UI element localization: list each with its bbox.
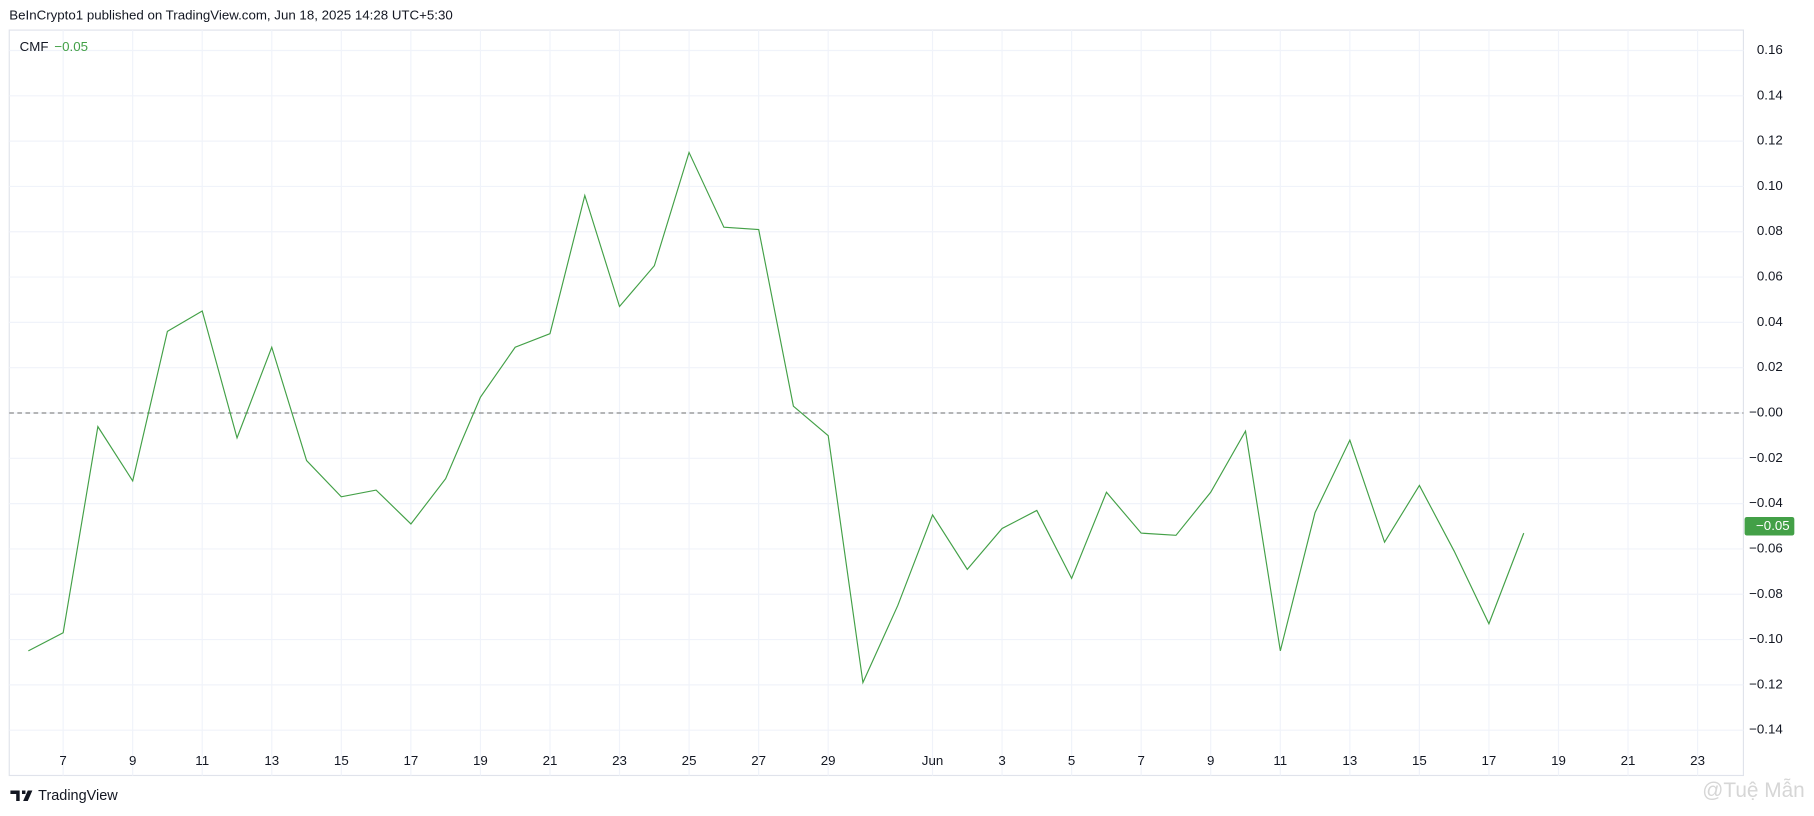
x-tick-label: 9 [1207,753,1214,768]
x-tick-label: 13 [264,753,279,768]
x-tick-label: 23 [612,753,627,768]
x-tick-label: 7 [1137,753,1144,768]
price-tag [1744,517,1795,536]
x-tick-label: 15 [334,753,349,768]
x-tick-label: 15 [1412,753,1427,768]
y-tick-label: 0.08 [1757,223,1783,238]
y-tick-label: −0.04 [1749,495,1783,510]
x-tick-label: 21 [1621,753,1636,768]
x-tick-label: 5 [1068,753,1075,768]
grid [9,30,1744,776]
y-tick-label: 0.12 [1757,133,1783,148]
y-tick-label: −0.10 [1749,631,1783,646]
x-tick-label: 11 [195,753,209,768]
x-tick-label: 17 [1482,753,1497,768]
x-tick-label: 21 [543,753,558,768]
plot-frame [8,29,1745,777]
x-tick-label: 27 [751,753,766,768]
y-tick-label: 0.14 [1757,87,1783,102]
x-tick-label: 7 [59,753,66,768]
y-tick-label: 0.10 [1757,178,1783,193]
x-tick-label: 25 [682,753,697,768]
x-tick-label: 9 [129,753,136,768]
price-tag-label: −0.05 [1756,518,1790,533]
marks [9,150,1744,685]
x-tick-label: 19 [1551,753,1566,768]
x-tick-label: 19 [473,753,488,768]
brand-logo [10,790,33,801]
x-tick-label: 11 [1273,753,1287,768]
y-tick-label: −0.14 [1749,722,1783,737]
x-tick-label: Jun [922,753,943,768]
x-tick-label: 29 [821,753,836,768]
legend-value: −0.05 [54,39,88,54]
labels: −0.14 −0.12 −0.10 −0.08 −0.06 −0.04 −0.02 −0.00… [20,39,1795,768]
y-tick-label: −0.00 [1749,405,1783,420]
header-title: BeInCrypto1 published on TradingView.com… [9,8,453,23]
y-tick-label: −0.08 [1749,586,1783,601]
y-tick-label: 0.04 [1757,314,1783,329]
y-tick-label: 0.16 [1757,42,1783,57]
y-tick-label: −0.12 [1749,676,1783,691]
y-tick-label: 0.02 [1757,359,1783,374]
brand: TradingView [38,788,118,804]
x-tick-label: 17 [403,753,418,768]
cmf-line [28,150,1525,685]
y-tick-label: 0.06 [1757,269,1783,284]
x-tick-label: 3 [998,753,1005,768]
x-tick-label: 23 [1690,753,1705,768]
y-tick-label: −0.06 [1749,540,1783,555]
legend-name: CMF [20,39,49,54]
x-tick-label: 13 [1342,753,1357,768]
y-tick-label: −0.02 [1749,450,1783,465]
watermark: @Tuệ Mẫn [1702,779,1804,802]
